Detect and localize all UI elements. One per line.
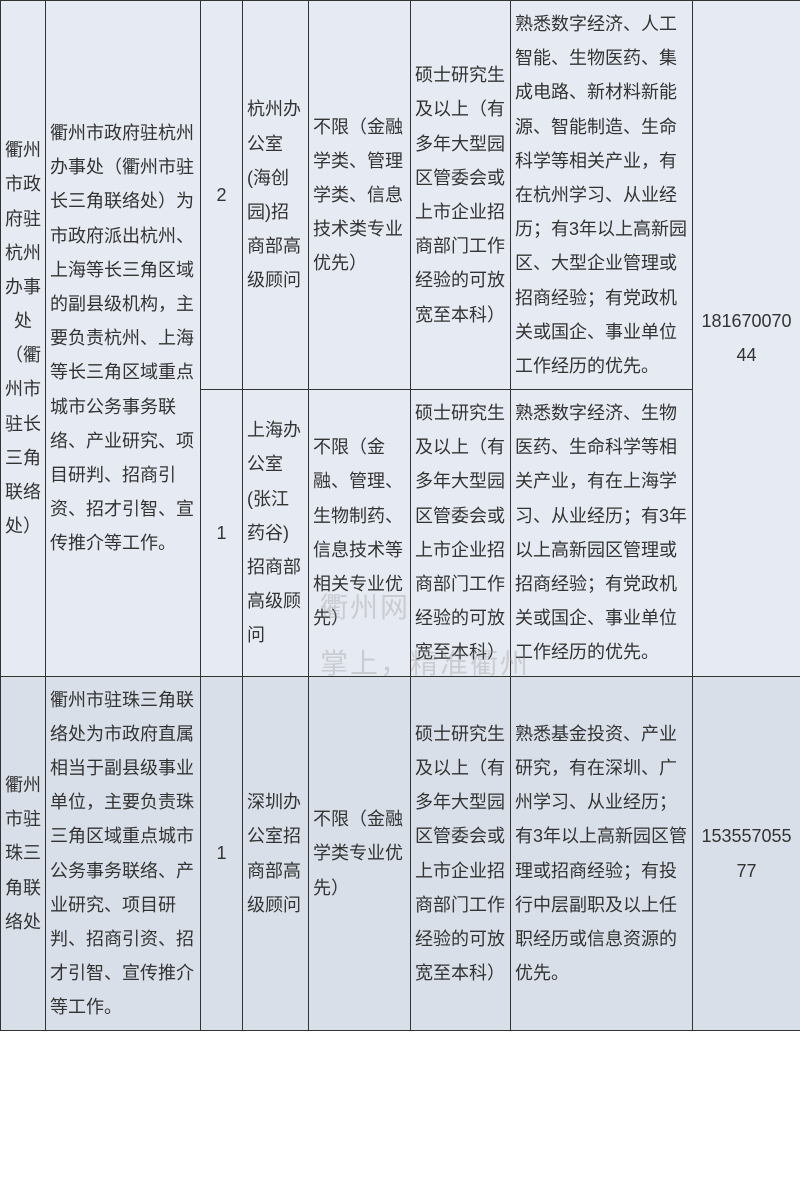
recruitment-table: 衢州市政府驻杭州办事处（衢州市驻长三角联络处） 衢州市政府驻杭州办事处（衢州市驻… <box>0 0 800 1031</box>
position-cell: 深圳办公室招商部高级顾问 <box>243 676 309 1031</box>
require-cell: 熟悉基金投资、产业研究，有在深圳、广州学习、从业经历；有3年以上高新园区管理或招… <box>511 676 693 1031</box>
org-desc-cell: 衢州市驻珠三角联络处为市政府直属相当于副县级事业单位，主要负责珠三角区域重点城市… <box>46 676 201 1031</box>
phone-cell: 18167007044 <box>693 1 800 677</box>
count-cell: 2 <box>201 1 243 390</box>
count-cell: 1 <box>201 676 243 1031</box>
major-cell: 不限（金融、管理、生物制药、信息技术等相关专业优先） <box>309 390 411 677</box>
org-name-cell: 衢州市驻珠三角联络处 <box>1 676 46 1031</box>
require-cell: 熟悉数字经济、人工智能、生物医药、集成电路、新材料新能源、智能制造、生命科学等相… <box>511 1 693 390</box>
table-row: 衢州市驻珠三角联络处 衢州市驻珠三角联络处为市政府直属相当于副县级事业单位，主要… <box>1 676 800 1031</box>
count-cell: 1 <box>201 390 243 677</box>
position-cell: 上海办公室(张江药谷)招商部高级顾问 <box>243 390 309 677</box>
org-desc-cell: 衢州市政府驻杭州办事处（衢州市驻长三角联络处）为市政府派出杭州、上海等长三角区域… <box>46 1 201 677</box>
edu-cell: 硕士研究生及以上（有多年大型园区管委会或上市企业招商部门工作经验的可放宽至本科） <box>411 390 511 677</box>
table-row: 衢州市政府驻杭州办事处（衢州市驻长三角联络处） 衢州市政府驻杭州办事处（衢州市驻… <box>1 1 800 390</box>
org-name-cell: 衢州市政府驻杭州办事处（衢州市驻长三角联络处） <box>1 1 46 677</box>
major-cell: 不限（金融学类、管理学类、信息技术类专业优先） <box>309 1 411 390</box>
edu-cell: 硕士研究生及以上（有多年大型园区管委会或上市企业招商部门工作经验的可放宽至本科） <box>411 676 511 1031</box>
major-cell: 不限（金融学类专业优先） <box>309 676 411 1031</box>
edu-cell: 硕士研究生及以上（有多年大型园区管委会或上市企业招商部门工作经验的可放宽至本科） <box>411 1 511 390</box>
require-cell: 熟悉数字经济、生物医药、生命科学等相关产业，有在上海学习、从业经历；有3年以上高… <box>511 390 693 677</box>
position-cell: 杭州办公室(海创园)招商部高级顾问 <box>243 1 309 390</box>
phone-cell: 15355705577 <box>693 676 800 1031</box>
